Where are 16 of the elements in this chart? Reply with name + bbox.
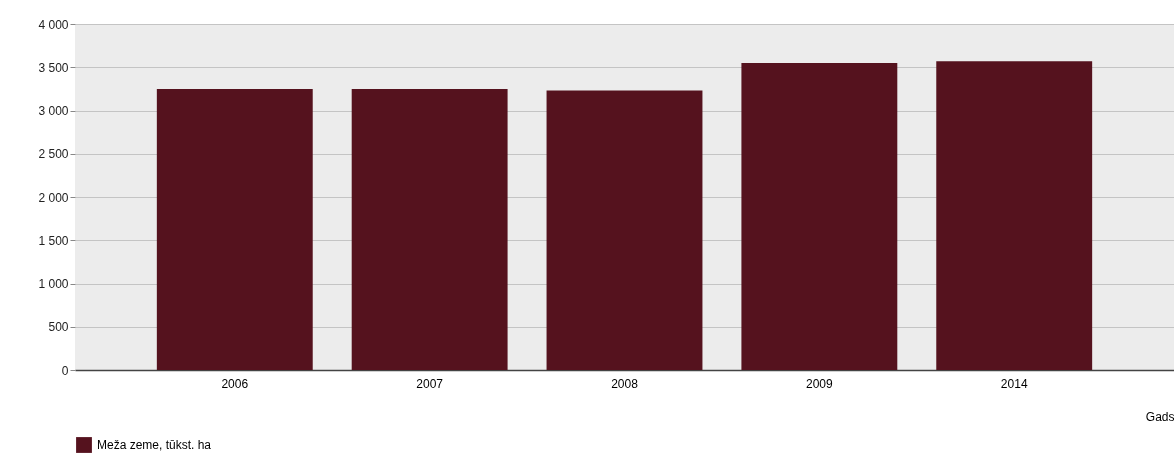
- y-tick-label: 500: [48, 320, 69, 335]
- y-tick-label: 1 000: [38, 277, 69, 291]
- y-tick-label: 3 500: [38, 60, 69, 75]
- x-tick-label: 2007: [416, 376, 444, 391]
- y-tick-label: 2 000: [38, 190, 69, 205]
- x-tick-label: 2009: [806, 376, 834, 391]
- x-tick-label: 2006: [221, 376, 249, 391]
- y-tick-label: 0: [61, 363, 69, 378]
- x-tick-label: 2014: [1000, 376, 1028, 391]
- y-tick-label: 2 500: [38, 147, 69, 162]
- y-tick-label: 3 000: [38, 104, 69, 118]
- y-tick-label: 1 500: [38, 233, 69, 248]
- legend-label: Meža zeme, tūkst. ha: [97, 438, 212, 452]
- y-tick-label: 4 000: [38, 17, 69, 32]
- x-tick-label: 2008: [611, 376, 639, 391]
- x-axis-title: Gads: [1145, 409, 1174, 424]
